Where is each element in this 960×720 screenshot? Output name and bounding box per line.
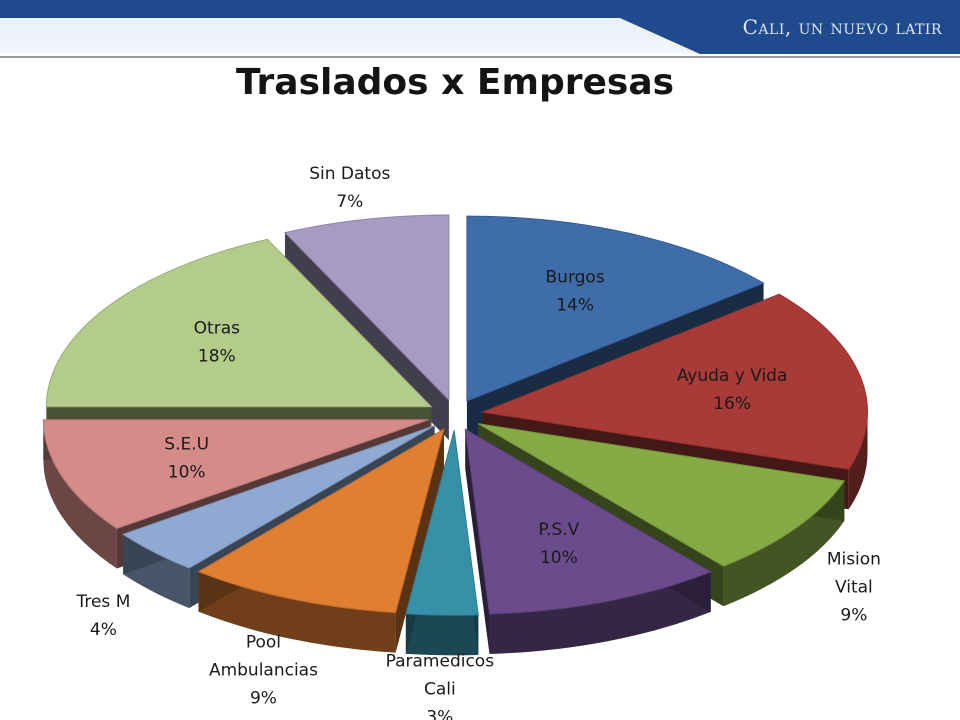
slice-value-label: 10% [540, 548, 578, 568]
brand-logo-text: Cali, un nuevo latir [742, 15, 942, 39]
slice-name-label: Mision [827, 549, 881, 569]
pie-slice-side [405, 613, 479, 656]
chart-title: Traslados x Empresas [235, 62, 675, 103]
slice-name-label: Tres M [75, 592, 130, 612]
pie-slice-side [489, 571, 711, 654]
slice-value-label: 10% [168, 462, 206, 482]
slice-label: Burgos 14% [546, 268, 605, 316]
pie-slice-side [43, 419, 117, 569]
pie-slice-top [480, 293, 868, 470]
slice-name-label: Ambulancias [209, 660, 318, 680]
slice-name-label: Pool [246, 632, 281, 652]
pie-slice-side [723, 480, 845, 607]
pie-slice-top [466, 215, 765, 402]
slice-name-label: Sin Datos [309, 164, 390, 184]
slice-label: Paramedicos Cali 3% [386, 652, 495, 720]
pie-slice-wall [465, 429, 490, 654]
pie-labels: Burgos 14% Ayuda y Vida 16% Mision Vital 9% P.S… [75, 164, 881, 720]
pie-slice [464, 428, 712, 654]
pie-slices [42, 214, 868, 656]
slice-value-label: 9% [840, 605, 867, 625]
pie-slice-side [848, 412, 868, 510]
pie-slice-top [45, 238, 433, 408]
slice-value-label: 3% [426, 708, 453, 720]
slice-value-label: 14% [556, 296, 594, 316]
pie-slice-top [121, 425, 435, 569]
slice-name-label: Cali [424, 680, 456, 700]
slice-name-label: Otras [194, 318, 240, 338]
header-banner-shape [0, 0, 960, 54]
pie-slice-top [283, 214, 450, 402]
slice-name-label: S.E.U [164, 434, 209, 454]
slice-label: Pool Ambulancias 9% [209, 632, 318, 708]
pie-slice-top [42, 419, 429, 530]
slice-label: Ayuda y Vida 16% [677, 366, 788, 414]
pie-slice-wall [395, 429, 444, 653]
slice-label: Sin Datos 7% [309, 164, 390, 212]
slice-name-label: Ayuda y Vida [677, 366, 788, 386]
slice-label: Mision Vital 9% [827, 549, 881, 625]
slice-name-label: Burgos [546, 268, 605, 288]
slice-value-label: 9% [250, 688, 277, 708]
slice-value-label: 4% [90, 620, 117, 640]
slice-name-label: Vital [835, 577, 873, 597]
slice-name-label: P.S.V [538, 520, 579, 540]
slice-label: S.E.U 10% [164, 434, 209, 482]
slice-label: Tres M 4% [75, 592, 130, 640]
slice-label: Otras 18% [194, 318, 240, 366]
slice-label: P.S.V 10% [538, 520, 579, 568]
slice-value-label: 16% [713, 394, 751, 414]
slice-name-label: Paramedicos [386, 652, 495, 672]
pie-slice-side [198, 571, 396, 653]
header-divider [0, 56, 960, 58]
slice-value-label: 18% [198, 346, 236, 366]
pie-slice [405, 430, 479, 656]
pie-slice-top [197, 428, 445, 614]
slice-value-label: 7% [336, 192, 363, 212]
pie-slice-top [464, 428, 712, 615]
pie-slice-top [405, 430, 479, 616]
pie-slice-top [477, 423, 846, 567]
pie-slice [197, 428, 445, 653]
